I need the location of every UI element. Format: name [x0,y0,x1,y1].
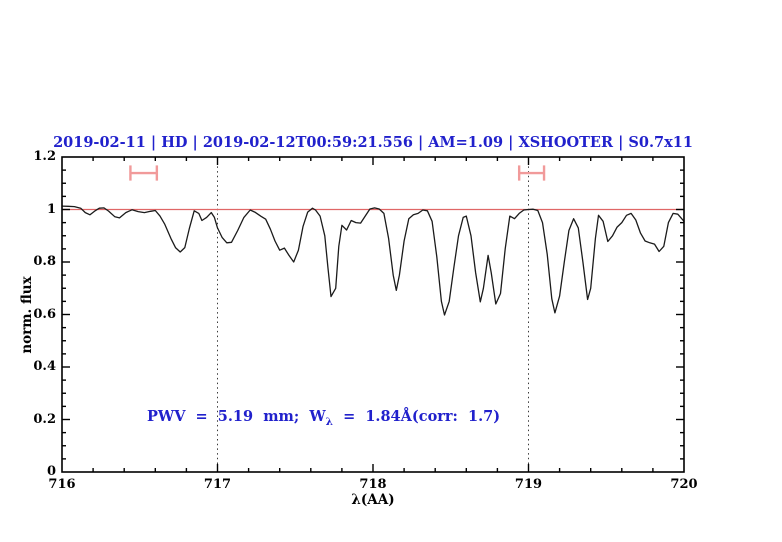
y-tick-label: 0.4 [33,359,56,374]
pwv-annotation-part2: = 1.84Å(corr: 1.7) [332,408,501,425]
y-tick-label: 1.2 [33,149,56,164]
y-tick-label: 0.6 [33,306,56,322]
x-tick-label: 718 [359,477,387,492]
spectrum-curve [61,205,685,316]
y-tick-label: 0 [46,464,56,479]
y-tick-label: 1 [46,201,56,217]
feature-range-marker [129,165,159,181]
feature-range-marker [517,165,546,181]
y-tick-label: 0.2 [33,411,56,427]
pwv-annotation: PWV = 5.19 mm; Wλ = 1.84Å(corr: 1.7) [147,408,500,428]
x-tick-label: 716 [48,477,76,492]
x-tick-label: 717 [203,477,232,492]
x-tick-label: 720 [670,477,698,492]
pwv-annotation-part1: PWV = 5.19 mm; W [147,408,326,425]
x-tick-label: 719 [514,477,543,492]
pwv-annotation-lambda-subscript: λ [325,415,333,428]
plot-title: 2019-02-11 | HD | 2019-02-12T00:59:21.55… [53,134,693,151]
x-axis-label: λ(AA) [351,492,395,508]
y-tick-label: 0.8 [33,254,56,269]
